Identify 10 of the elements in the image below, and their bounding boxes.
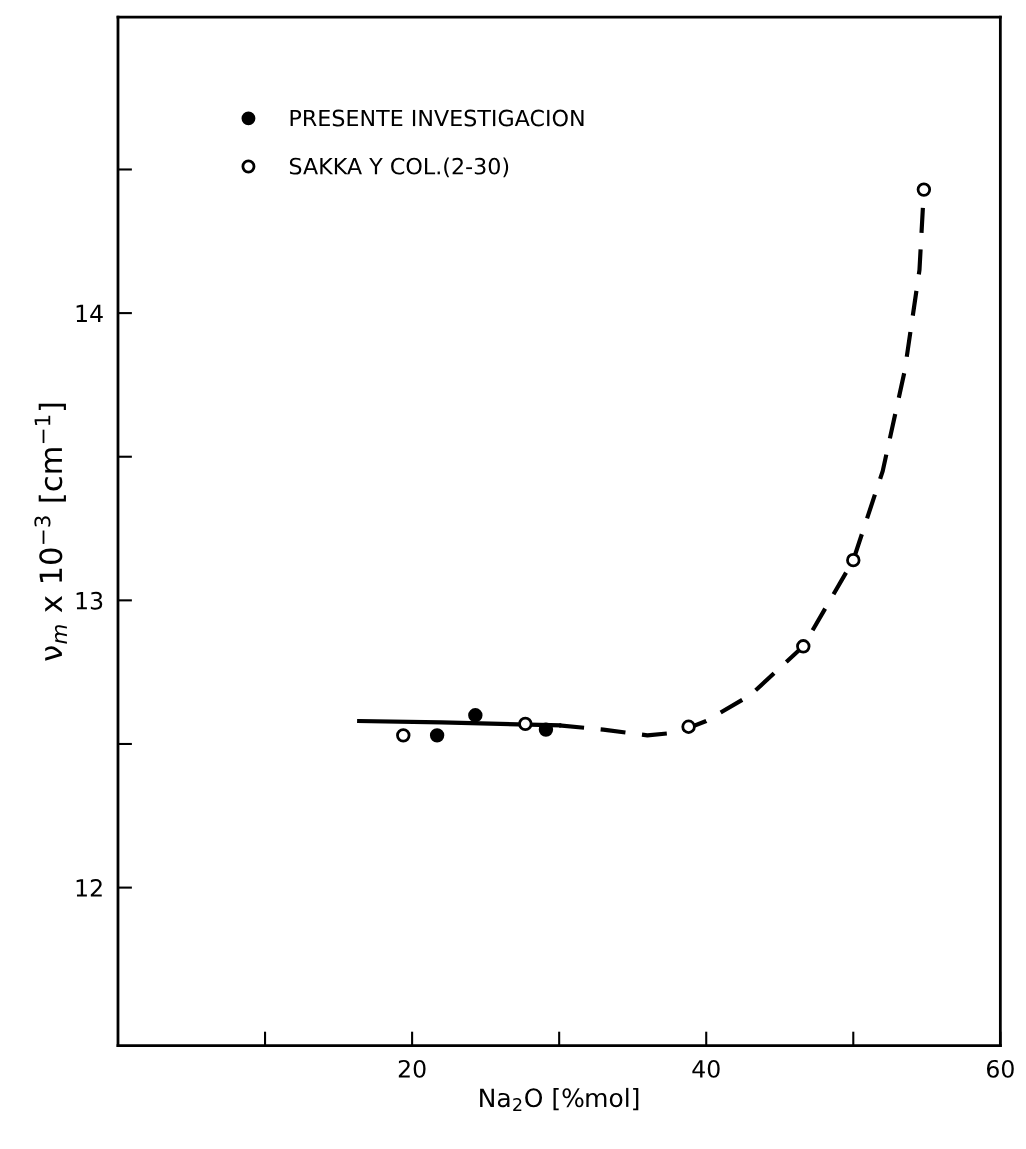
- legend-label: PRESENTE INVESTIGACION: [290, 109, 584, 127]
- y-tick-label: 13: [76, 591, 103, 610]
- x-tick-label: 20: [398, 1059, 426, 1078]
- x-tick-label: 40: [692, 1059, 720, 1078]
- x-tick-label: 60: [986, 1059, 1014, 1078]
- y-axis-title: ν$_{m}$ x 10$^{−3}$ [cm$^{−1}$]: [34, 403, 67, 661]
- legend-label: SAKKA Y COL.(2-30): [289, 157, 509, 178]
- y-tick-label: 14: [76, 304, 103, 323]
- y-tick-label: 12: [76, 879, 102, 897]
- x-axis-title: Na$_{2}$O [%mol]: [480, 1087, 639, 1111]
